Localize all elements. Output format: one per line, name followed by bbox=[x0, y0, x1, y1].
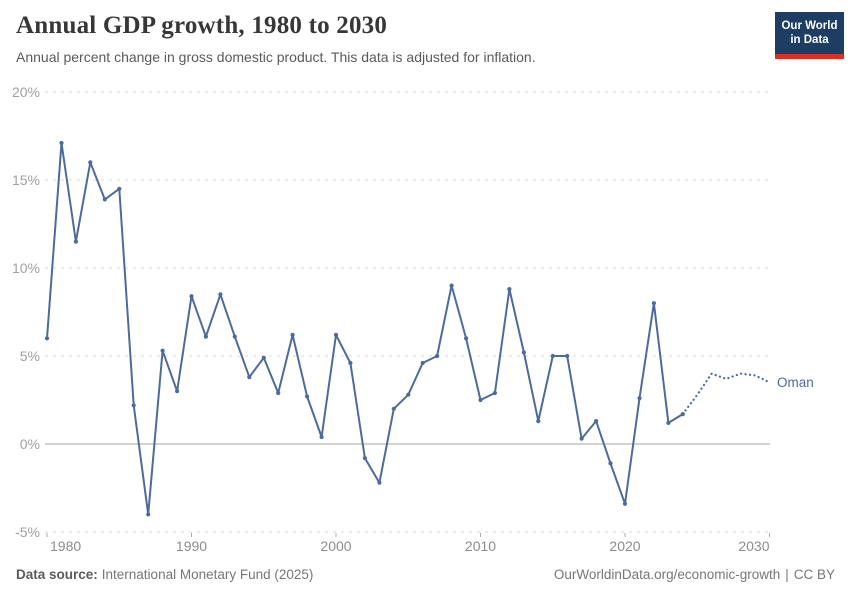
data-point-marker[interactable] bbox=[44, 336, 50, 341]
data-point-marker[interactable] bbox=[333, 332, 339, 337]
owid-url-link[interactable]: OurWorldinData.org/economic-growth bbox=[553, 567, 781, 582]
data-point-marker[interactable] bbox=[232, 334, 237, 339]
data-point-marker[interactable] bbox=[464, 336, 469, 341]
data-point-marker[interactable] bbox=[377, 480, 382, 485]
y-tick-label: 5% bbox=[20, 348, 40, 364]
data-point-marker[interactable] bbox=[507, 287, 512, 292]
x-tick-label: 1990 bbox=[176, 538, 207, 554]
data-point-marker[interactable] bbox=[146, 512, 151, 517]
data-point-marker[interactable] bbox=[420, 360, 425, 366]
attribution-separator: | bbox=[785, 567, 789, 582]
y-tick-label: 20% bbox=[12, 84, 40, 100]
data-point-marker[interactable] bbox=[175, 389, 180, 394]
data-point-marker[interactable] bbox=[637, 396, 642, 401]
attribution: OurWorldinData.org/economic-growth | CC BY bbox=[554, 567, 835, 582]
x-tick-label: 2030 bbox=[738, 538, 769, 554]
data-point-marker[interactable] bbox=[261, 355, 266, 360]
y-tick-label: -5% bbox=[15, 524, 40, 540]
chart-header: Annual GDP growth, 1980 to 2030 Annual p… bbox=[16, 12, 756, 65]
data-point-marker[interactable] bbox=[290, 332, 295, 337]
data-point-marker[interactable] bbox=[406, 392, 411, 397]
data-point-marker[interactable] bbox=[391, 406, 396, 411]
data-source: Data source: International Monetary Fund … bbox=[16, 567, 313, 582]
data-source-value: International Monetary Fund (2025) bbox=[101, 567, 314, 582]
y-tick-label: 15% bbox=[12, 172, 40, 188]
x-tick-label: 2000 bbox=[320, 538, 351, 554]
page-title: Annual GDP growth, 1980 to 2030 bbox=[16, 12, 388, 39]
owid-logo-line1: Our World bbox=[781, 20, 838, 32]
data-point-marker[interactable] bbox=[666, 420, 671, 425]
data-point-marker[interactable] bbox=[218, 292, 223, 297]
data-point-marker[interactable] bbox=[565, 353, 570, 359]
data-point-marker[interactable] bbox=[449, 283, 454, 288]
data-point-marker[interactable] bbox=[362, 456, 367, 461]
license-badge[interactable]: CC BY bbox=[793, 567, 835, 582]
data-point-marker[interactable] bbox=[276, 390, 281, 396]
y-tick-label: 0% bbox=[20, 436, 40, 452]
data-point-marker[interactable] bbox=[435, 353, 440, 359]
chart-footer: Data source: International Monetary Fund … bbox=[16, 567, 835, 582]
chart-line-projection[interactable] bbox=[681, 372, 771, 416]
data-point-marker[interactable] bbox=[492, 390, 497, 396]
x-tick-label: 1980 bbox=[50, 538, 81, 554]
data-point-marker[interactable] bbox=[102, 197, 107, 202]
data-point-marker[interactable] bbox=[478, 397, 483, 403]
x-tick-label: 2020 bbox=[609, 538, 640, 554]
data-point-marker[interactable] bbox=[651, 301, 657, 306]
data-point-marker[interactable] bbox=[608, 461, 613, 466]
data-point-marker[interactable] bbox=[319, 434, 324, 440]
data-point-marker[interactable] bbox=[521, 350, 527, 355]
data-point-marker[interactable] bbox=[550, 353, 555, 359]
chart-subtitle: Annual percent change in gross domestic … bbox=[16, 49, 536, 65]
data-point-marker[interactable] bbox=[88, 160, 93, 165]
entity-label[interactable]: Oman bbox=[777, 375, 814, 390]
y-tick-label: 10% bbox=[12, 260, 40, 276]
x-tick-label: 2010 bbox=[465, 538, 496, 554]
owid-logo[interactable]: Our World in Data bbox=[775, 12, 844, 59]
data-point-marker[interactable] bbox=[305, 394, 310, 399]
data-point-marker[interactable] bbox=[247, 375, 252, 380]
data-source-label: Data source: bbox=[16, 567, 98, 582]
data-point-marker[interactable] bbox=[73, 239, 78, 244]
data-point-marker[interactable] bbox=[680, 412, 685, 417]
data-point-marker[interactable] bbox=[189, 294, 194, 299]
data-point-marker[interactable] bbox=[131, 403, 136, 408]
data-point-marker[interactable] bbox=[594, 419, 599, 424]
data-point-marker[interactable] bbox=[579, 436, 584, 441]
data-point-marker[interactable] bbox=[59, 140, 64, 146]
data-point-marker[interactable] bbox=[117, 186, 122, 191]
data-point-marker[interactable] bbox=[622, 501, 628, 506]
data-point-marker[interactable] bbox=[203, 334, 208, 339]
data-point-marker[interactable] bbox=[536, 419, 541, 424]
owid-logo-line2: in Data bbox=[790, 34, 829, 47]
data-point-marker[interactable] bbox=[348, 360, 353, 366]
data-point-marker[interactable] bbox=[160, 348, 165, 353]
